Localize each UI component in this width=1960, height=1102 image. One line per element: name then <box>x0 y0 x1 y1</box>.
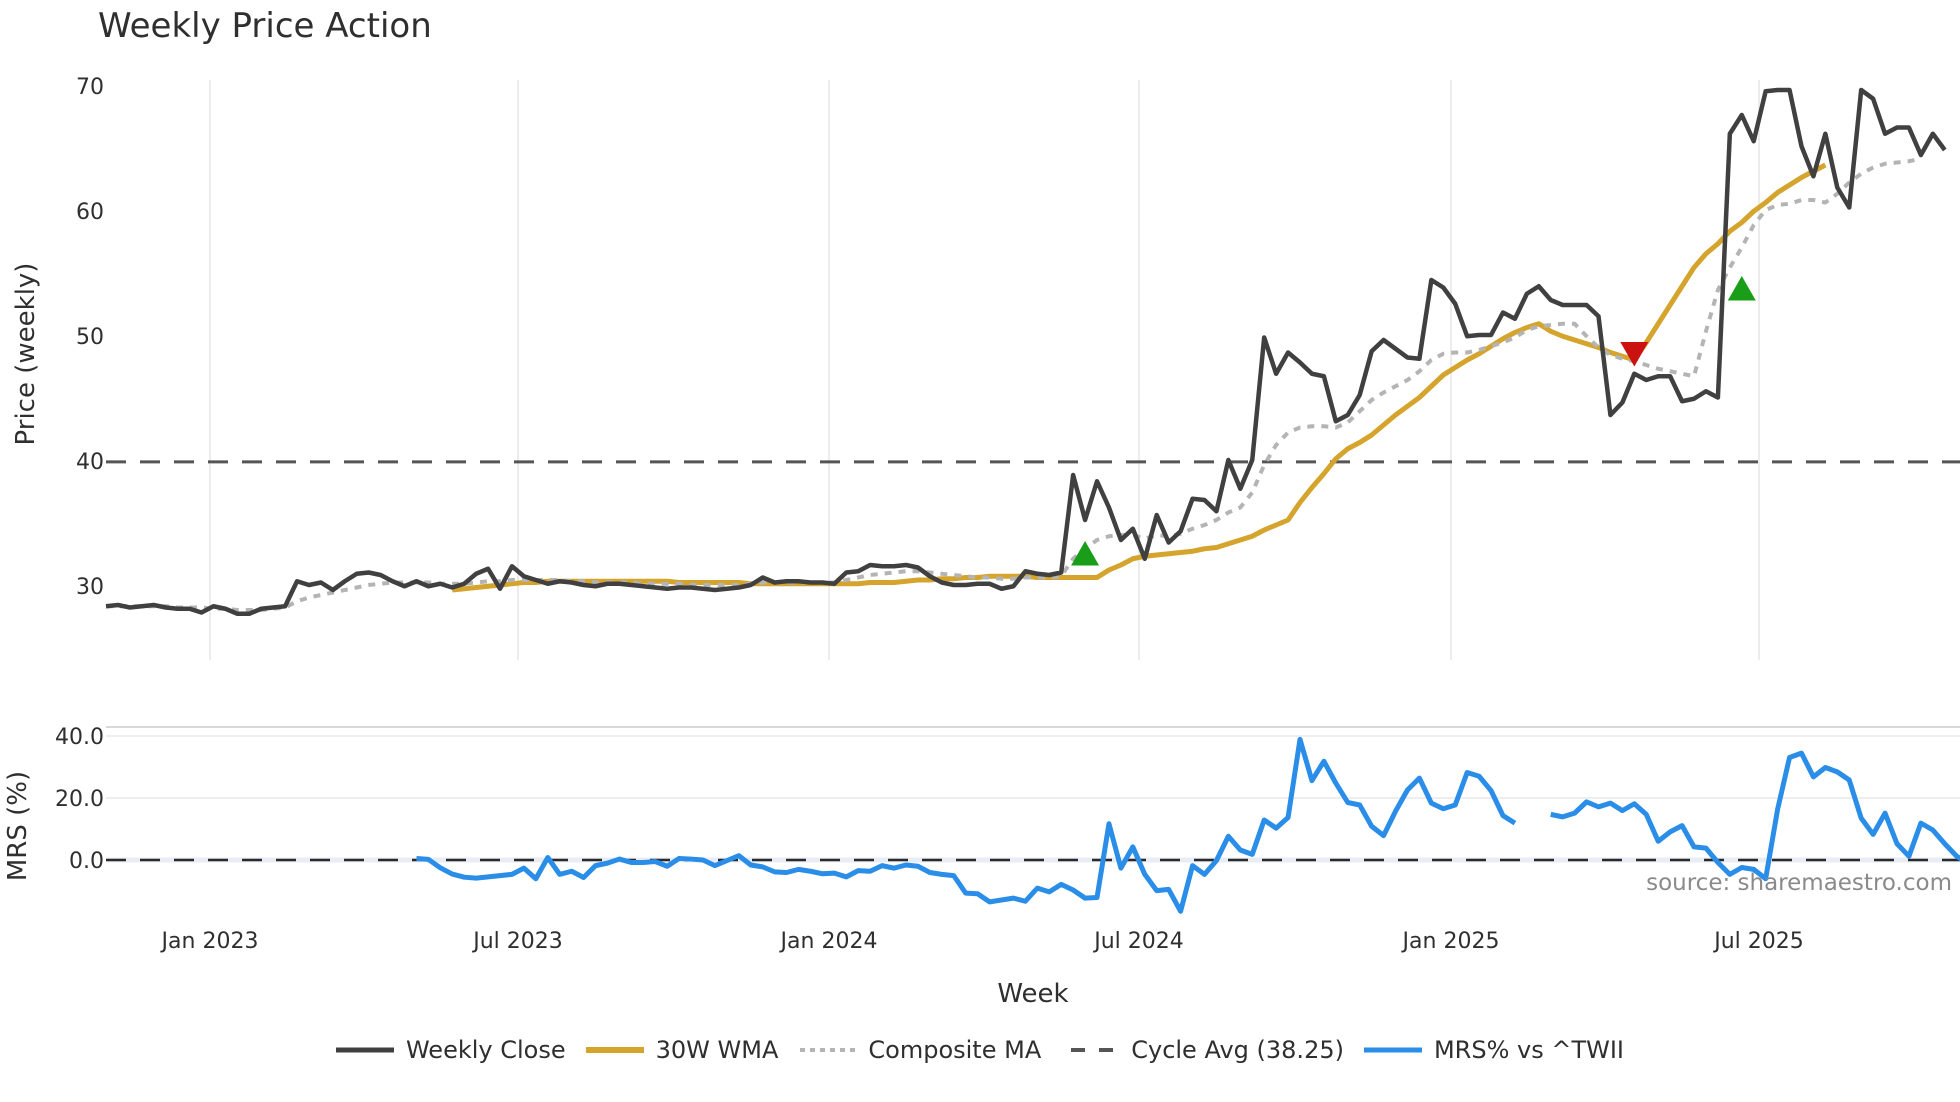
legend-item-weekly-close[interactable]: Weekly Close <box>335 1036 566 1064</box>
legend: Weekly Close 30W WMA Composite MA Cycle … <box>0 1036 1960 1064</box>
series-composite-ma <box>106 156 1922 612</box>
price-tick-70: 70 <box>76 75 104 100</box>
legend-swatch-solid-dark-icon <box>335 1038 394 1062</box>
legend-item-30w-wma[interactable]: 30W WMA <box>585 1036 779 1064</box>
mrs-y-label: MRS (%) <box>3 771 33 881</box>
signal-markers <box>1071 276 1756 566</box>
x-ticks: Jan 2023 Jul 2023 Jan 2024 Jul 2024 Jan … <box>160 929 1804 954</box>
x-tick-jan-2025: Jan 2025 <box>1401 929 1500 954</box>
mrs-tick-20: 20.0 <box>55 787 104 812</box>
buy-signal-marker-icon <box>1071 541 1100 566</box>
price-tick-40: 40 <box>76 450 104 475</box>
price-vertical-gridlines <box>209 80 1760 660</box>
price-tick-50: 50 <box>76 325 104 350</box>
x-tick-jan-2024: Jan 2024 <box>779 929 878 954</box>
series-mrs <box>416 736 1960 914</box>
price-y-ticks: 70 60 50 40 30 <box>76 75 104 600</box>
legend-swatch-solid-blue-icon <box>1363 1038 1422 1062</box>
legend-swatch-dotted-gray-icon <box>798 1038 857 1062</box>
x-tick-jan-2023: Jan 2023 <box>160 929 259 954</box>
source-annotation: source: sharemaestro.com <box>1646 870 1952 896</box>
legend-item-mrs[interactable]: MRS% vs ^TWII <box>1363 1036 1625 1064</box>
price-y-label: Price (weekly) <box>11 263 41 446</box>
legend-swatch-solid-gold-icon <box>585 1038 644 1062</box>
legend-label: MRS% vs ^TWII <box>1433 1036 1625 1064</box>
buy-signal-marker-icon <box>1727 276 1756 301</box>
legend-label: 30W WMA <box>655 1036 779 1064</box>
x-tick-jul-2025: Jul 2025 <box>1712 929 1804 954</box>
x-tick-jul-2024: Jul 2024 <box>1092 929 1184 954</box>
price-tick-60: 60 <box>76 200 104 225</box>
x-tick-jul-2023: Jul 2023 <box>471 929 563 954</box>
legend-item-composite-ma[interactable]: Composite MA <box>798 1036 1041 1064</box>
sell-signal-marker-icon <box>1620 342 1649 367</box>
series-weekly-close <box>105 87 1947 616</box>
legend-label: Cycle Avg (38.25) <box>1131 1036 1344 1064</box>
price-tick-30: 30 <box>76 575 104 600</box>
legend-swatch-dashed-icon <box>1061 1038 1120 1062</box>
legend-item-cycle-avg[interactable]: Cycle Avg (38.25) <box>1061 1036 1344 1064</box>
mrs-tick-40: 40.0 <box>55 725 104 750</box>
x-axis-label: Week <box>997 979 1068 1009</box>
mrs-y-ticks: 40.0 20.0 0.0 <box>55 725 104 874</box>
legend-label: Weekly Close <box>405 1036 566 1064</box>
mrs-tick-0: 0.0 <box>69 849 104 874</box>
chart-title: Weekly Price Action <box>98 6 432 46</box>
legend-label: Composite MA <box>868 1036 1042 1064</box>
